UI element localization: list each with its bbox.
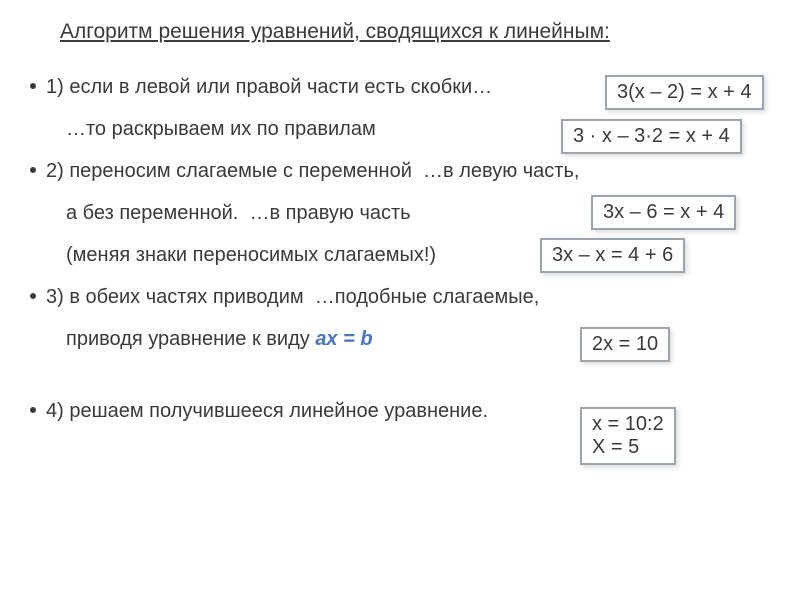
text-2: 2) переносим слагаемые с переменной	[46, 160, 412, 182]
formula-1: 3(x – 2) = x + 4	[617, 81, 752, 103]
text-2c: (меняя знаки переносимых слагаемых!)	[66, 244, 436, 266]
text-3: 3) в обеих частях приводим	[46, 286, 304, 308]
formula-box-2: 3 · x – 3·2 = x + 4	[561, 119, 742, 154]
text-2b: а без переменной.	[66, 202, 238, 224]
text-1b: …то раскрываем их по правилам	[66, 118, 376, 140]
spacer	[30, 366, 770, 384]
text-2b-cont: …в правую часть	[249, 202, 410, 224]
formula-5: 2х = 10	[592, 333, 658, 355]
bullet-icon	[30, 407, 36, 413]
formula-box-5: 2х = 10	[580, 327, 670, 362]
formula-4: 3x – x = 4 + 6	[552, 244, 673, 266]
text-4: 4) решаем получившееся линейное уравнени…	[46, 400, 488, 422]
formula-6a: x = 10:2	[592, 413, 664, 436]
line-3: 3) в обеих частях приводим …подобные сла…	[30, 282, 770, 312]
formula-2: 3 · x – 3·2 = x + 4	[573, 125, 730, 147]
text-1: 1) если в левой или правой части есть ск…	[46, 76, 492, 98]
bullet-icon	[30, 293, 36, 299]
formula-box-1: 3(x – 2) = x + 4	[605, 75, 764, 110]
text-3b-emph: ax = b	[315, 328, 372, 350]
bullet-icon	[30, 167, 36, 173]
formula-box-3: 3x – 6 = x + 4	[591, 195, 736, 230]
formula-box-6: x = 10:2 X = 5	[580, 407, 676, 465]
page-title: Алгоритм решения уравнений, сводящихся к…	[60, 20, 770, 44]
text-3-cont: …подобные слагаемые,	[315, 286, 540, 308]
line-2: 2) переносим слагаемые с переменной …в л…	[30, 156, 770, 186]
bullet-icon	[30, 83, 36, 89]
formula-box-4: 3x – x = 4 + 6	[540, 238, 685, 273]
formula-6b: X = 5	[592, 436, 664, 459]
text-2-cont: …в левую часть,	[423, 160, 579, 182]
formula-3: 3x – 6 = x + 4	[603, 201, 724, 223]
text-3b-pre: приводя уравнение к виду	[66, 328, 315, 350]
